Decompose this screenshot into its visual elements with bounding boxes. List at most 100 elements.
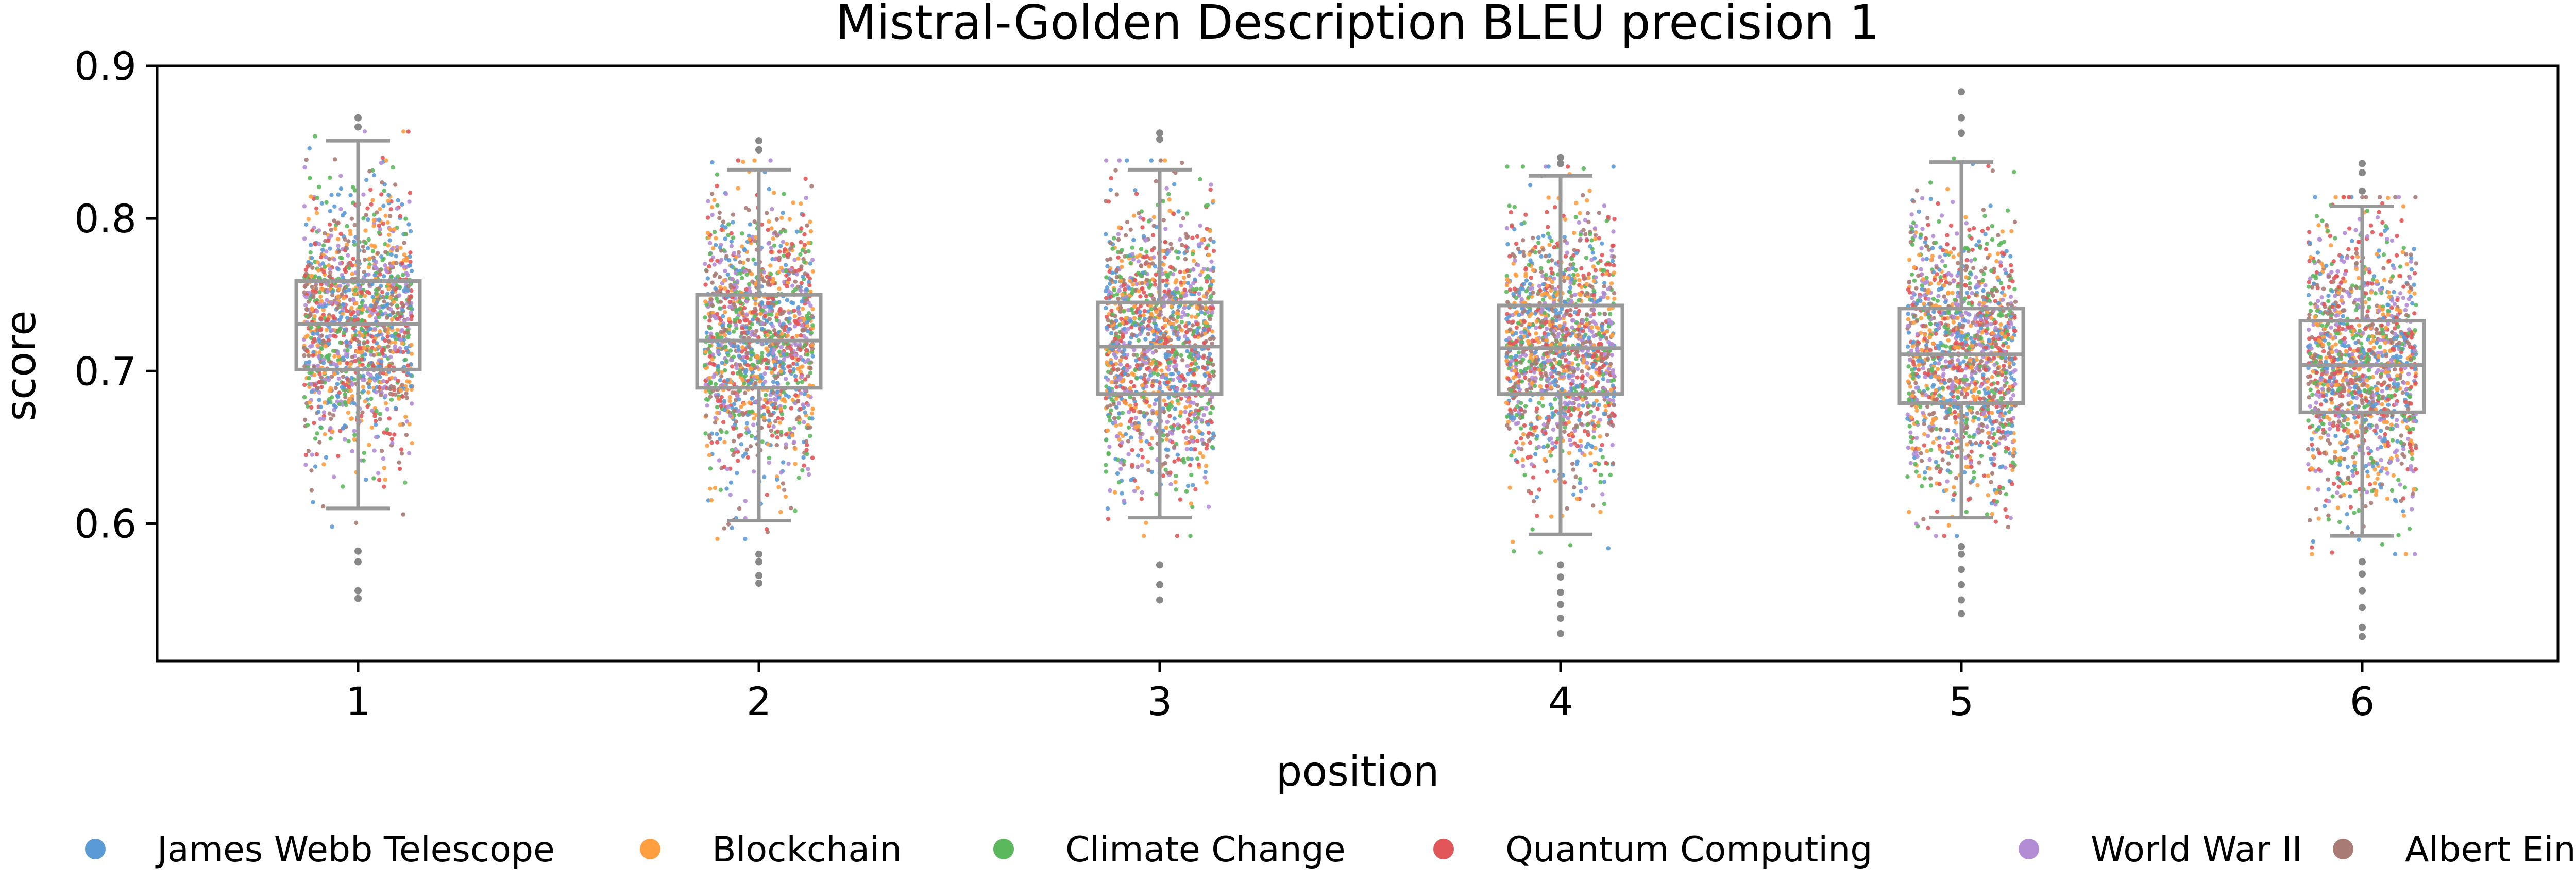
jitter-point xyxy=(776,330,781,335)
jitter-point xyxy=(745,330,750,335)
jitter-point xyxy=(709,440,714,445)
jitter-point xyxy=(383,213,388,218)
jitter-point xyxy=(1208,237,1213,242)
jitter-point xyxy=(1142,290,1146,295)
jitter-point xyxy=(307,262,312,267)
jitter-point xyxy=(769,226,774,231)
jitter-point xyxy=(353,301,358,305)
jitter-point xyxy=(1176,457,1181,462)
jitter-point xyxy=(804,448,809,452)
jitter-point xyxy=(1535,514,1539,518)
jitter-point xyxy=(1126,439,1131,444)
jitter-point xyxy=(1204,246,1209,251)
jitter-point xyxy=(1181,275,1187,280)
jitter-point xyxy=(1114,192,1119,197)
jitter-point xyxy=(395,206,399,211)
jitter-point xyxy=(1562,279,1567,283)
jitter-point xyxy=(1540,274,1545,279)
jitter-point xyxy=(1190,323,1195,328)
jitter-point xyxy=(1148,368,1153,373)
jitter-point xyxy=(795,399,801,404)
jitter-point xyxy=(734,322,738,328)
jitter-point xyxy=(389,317,395,322)
jitter-point xyxy=(1120,264,1124,269)
jitter-point xyxy=(731,344,736,349)
jitter-point xyxy=(1554,318,1558,323)
jitter-point xyxy=(783,229,788,233)
jitter-point xyxy=(705,276,710,281)
jitter-point xyxy=(1131,257,1136,262)
jitter-point xyxy=(1184,447,1189,451)
jitter-point xyxy=(1142,309,1147,314)
jitter-point xyxy=(1524,334,1530,339)
jitter-point xyxy=(1176,376,1181,380)
jitter-point xyxy=(801,455,806,460)
jitter-point xyxy=(705,230,710,235)
jitter-point xyxy=(793,447,798,451)
jitter-point xyxy=(1560,329,1565,333)
jitter-point xyxy=(775,380,780,385)
jitter-point xyxy=(309,243,313,247)
jitter-point xyxy=(731,426,736,431)
jitter-point xyxy=(1549,258,1554,263)
jitter-point xyxy=(727,395,733,400)
jitter-point xyxy=(1202,328,1207,332)
jitter-point xyxy=(778,407,783,412)
jitter-point xyxy=(1108,418,1112,423)
jitter-point xyxy=(335,220,340,225)
jitter-point xyxy=(311,353,315,358)
jitter-point xyxy=(1135,485,1140,490)
jitter-point xyxy=(1104,232,1108,237)
jitter-point xyxy=(768,271,773,277)
jitter-point xyxy=(1116,334,1121,339)
jitter-point xyxy=(360,357,364,362)
jitter-point xyxy=(1161,278,1165,283)
jitter-point xyxy=(399,447,404,452)
jitter-point xyxy=(1148,292,1153,297)
jitter-point xyxy=(397,460,401,465)
jitter-point xyxy=(1131,372,1136,377)
jitter-point xyxy=(1208,287,1213,292)
jitter-point xyxy=(727,258,732,263)
jitter-point xyxy=(719,404,723,409)
jitter-point xyxy=(760,439,765,444)
jitter-point xyxy=(1171,310,1176,315)
jitter-point xyxy=(1530,338,1535,343)
jitter-point xyxy=(343,392,347,397)
jitter-point xyxy=(309,274,314,278)
jitter-point xyxy=(1573,292,1578,297)
jitter-point xyxy=(1150,329,1155,333)
jitter-point xyxy=(1147,441,1152,447)
jitter-point xyxy=(1208,187,1213,192)
jitter-point xyxy=(1599,472,1603,478)
jitter-point xyxy=(401,273,405,277)
jitter-point xyxy=(1536,445,1541,449)
jitter-point xyxy=(321,504,326,509)
jitter-point xyxy=(710,335,715,340)
jitter-point xyxy=(1124,320,1129,326)
jitter-point xyxy=(703,431,708,436)
jitter-point xyxy=(1172,364,1177,369)
jitter-point xyxy=(1586,433,1591,437)
jitter-point xyxy=(1186,274,1191,278)
jitter-point xyxy=(1196,408,1201,413)
jitter-point xyxy=(791,301,795,305)
jitter-point xyxy=(1134,333,1139,338)
jitter-point xyxy=(400,302,405,307)
jitter-point xyxy=(1157,361,1162,366)
jitter-point xyxy=(1144,249,1149,254)
jitter-point xyxy=(1559,337,1564,342)
jitter-point xyxy=(711,246,716,251)
jitter-point xyxy=(1183,232,1188,236)
jitter-point xyxy=(774,300,779,305)
jitter-point xyxy=(1526,295,1531,300)
jitter-point xyxy=(1583,232,1588,236)
jitter-point xyxy=(1122,347,1127,352)
jitter-point xyxy=(771,390,776,395)
jitter-point xyxy=(330,293,335,297)
jitter-point xyxy=(787,310,792,315)
jitter-point xyxy=(1130,287,1135,292)
jitter-point xyxy=(1567,450,1572,455)
jitter-point xyxy=(792,319,798,324)
jitter-point xyxy=(374,409,379,413)
